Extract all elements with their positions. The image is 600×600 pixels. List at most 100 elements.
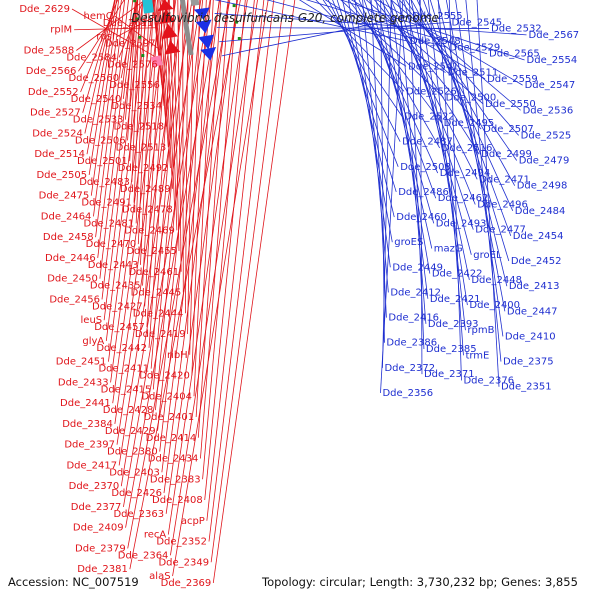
forward-gene-label[interactable]: Dde_2501 (77, 156, 128, 167)
forward-gene-label[interactable]: Dde_2408 (152, 495, 203, 506)
forward-gene-label[interactable]: recA (144, 530, 167, 541)
reverse-gene-label[interactable]: Dde_2386 (386, 338, 437, 349)
reverse-gene-label[interactable]: Dde_2487 (402, 137, 453, 148)
reverse-gene-label[interactable]: Dde_2447 (507, 306, 558, 317)
reverse-gene-label[interactable]: Dde_2412 (390, 287, 441, 298)
forward-gene-label[interactable]: Dde_2409 (73, 523, 124, 534)
forward-gene-label[interactable]: Dde_2397 (64, 440, 115, 451)
forward-gene-label[interactable]: Dde_2505 (36, 170, 87, 181)
forward-gene-label[interactable]: Dde_2457 (94, 322, 145, 333)
reverse-gene-label[interactable]: Dde_2529 (450, 42, 501, 53)
reverse-gene-label[interactable]: Dde_2477 (475, 225, 526, 236)
reverse-gene-label[interactable]: Dde_2356 (382, 388, 433, 399)
forward-gene-label[interactable]: Dde_2419 (135, 329, 186, 340)
reverse-gene-label[interactable]: Dde_2449 (392, 262, 443, 273)
forward-gene-label[interactable]: Dde_2527 (30, 108, 81, 119)
forward-gene-label[interactable]: Dde_2369 (161, 578, 212, 589)
reverse-gene-label[interactable]: Dde_2376 (463, 375, 514, 386)
reverse-gene-label[interactable]: Dde_2526 (406, 86, 457, 97)
forward-gene-label[interactable]: Dde_2518 (113, 122, 164, 133)
forward-gene-label[interactable]: Dde_2556 (109, 80, 160, 91)
forward-gene-label[interactable]: Dde_2352 (156, 537, 207, 548)
forward-gene-label[interactable]: Dde_2597 (105, 39, 156, 50)
forward-gene-label[interactable]: Dde_2450 (47, 274, 98, 285)
forward-gene-label[interactable]: Dde_2417 (66, 460, 117, 471)
reverse-gene-label[interactable]: groES (394, 237, 423, 248)
reverse-gene-label[interactable]: Dde_2541 (408, 61, 459, 72)
reverse-gene-label[interactable]: trmE (465, 350, 489, 361)
forward-gene-label[interactable]: Dde_2513 (116, 142, 167, 153)
forward-gene-label[interactable]: acpP (181, 516, 205, 527)
forward-gene-label[interactable]: Dde_2451 (56, 357, 107, 368)
forward-gene-label[interactable]: Dde_2489 (120, 184, 171, 195)
reverse-gene-label[interactable]: Dde_2385 (426, 344, 477, 355)
reverse-gene-label[interactable]: groEL (473, 250, 502, 261)
reverse-gene-label[interactable]: Dde_2508 (400, 162, 451, 173)
reverse-gene-label[interactable]: Dde_2494 (440, 168, 491, 179)
reverse-gene-label[interactable]: Dde_2460 (396, 212, 447, 223)
reverse-gene-label[interactable]: Dde_2536 (523, 105, 574, 116)
reverse-gene-label[interactable]: Dde_2372 (384, 363, 435, 374)
forward-gene-label[interactable]: hemC (83, 11, 112, 22)
forward-gene-label[interactable]: Dde_2446 (45, 253, 96, 264)
forward-gene-label[interactable]: Dde_2377 (71, 502, 122, 513)
reverse-gene-label[interactable]: Dde_2416 (388, 313, 439, 324)
forward-gene-label[interactable]: Dde_2458 (43, 232, 94, 243)
reverse-gene-label[interactable]: Dde_2400 (469, 300, 520, 311)
forward-gene-label[interactable]: Dde_2455 (126, 246, 177, 257)
forward-gene-label[interactable]: Dde_2492 (118, 163, 169, 174)
reverse-gene-label[interactable]: Dde_2479 (519, 156, 570, 167)
reverse-gene-label[interactable]: Dde_2547 (525, 80, 576, 91)
forward-gene-label[interactable]: Dde_2534 (111, 101, 162, 112)
reverse-gene-label[interactable]: Dde_2375 (503, 357, 554, 368)
forward-gene-label[interactable]: Dde_2428 (103, 405, 154, 416)
reverse-gene-label[interactable]: Dde_2454 (513, 231, 564, 242)
forward-gene-label[interactable]: Dde_2506 (75, 135, 126, 146)
reverse-gene-label[interactable]: Dde_2555 (412, 11, 463, 22)
forward-gene-label[interactable]: rpsI (96, 32, 115, 43)
reverse-gene-label[interactable]: Dde_2452 (511, 256, 562, 267)
forward-gene-label[interactable]: Dde_2349 (158, 557, 209, 568)
reverse-gene-label[interactable]: mazG (434, 243, 463, 254)
reverse-gene-label[interactable]: Dde_2493 (436, 218, 487, 229)
reverse-gene-label[interactable]: rpmB (467, 325, 494, 336)
reverse-gene-label[interactable]: Dde_2495 (444, 118, 495, 129)
reverse-gene-label[interactable]: Dde_2471 (479, 174, 530, 185)
reverse-gene-label[interactable]: Dde_2507 (483, 124, 534, 135)
forward-gene-label[interactable]: leuS (81, 315, 103, 326)
reverse-gene-label[interactable]: Dde_2525 (521, 130, 572, 141)
forward-gene-label[interactable]: Dde_2552 (28, 87, 79, 98)
forward-gene-label[interactable]: Dde_2588 (24, 45, 75, 56)
forward-gene-label[interactable]: Dde_2420 (139, 371, 190, 382)
reverse-gene-label[interactable]: Dde_2486 (398, 187, 449, 198)
reverse-gene-label[interactable]: Dde_2462 (438, 193, 489, 204)
forward-gene-label[interactable]: Dde_2481 (83, 218, 134, 229)
forward-gene-label[interactable]: Dde_2380 (107, 447, 158, 458)
forward-gene-label[interactable]: Dde_2411 (98, 364, 149, 375)
forward-gene-label[interactable]: Dde_2426 (111, 488, 162, 499)
forward-gene-label[interactable]: glyA (82, 336, 104, 347)
forward-gene-label[interactable]: Dde_2456 (49, 294, 100, 305)
reverse-gene-label[interactable]: Dde_2532 (491, 24, 542, 35)
reverse-gene-label[interactable]: Dde_2550 (485, 99, 536, 110)
reverse-gene-label[interactable]: Dde_2516 (442, 143, 493, 154)
forward-gene-label[interactable]: Dde_2491 (81, 198, 132, 209)
forward-gene-label[interactable]: Dde_2381 (77, 564, 128, 575)
forward-gene-label[interactable]: Dde_2404 (141, 391, 192, 402)
reverse-gene-label[interactable]: Dde_2393 (428, 319, 479, 330)
forward-gene-label[interactable]: Dde_2560 (68, 73, 119, 84)
forward-gene-label[interactable]: Dde_2524 (32, 128, 83, 139)
reverse-gene-label[interactable]: Dde_2565 (489, 49, 540, 60)
forward-gene-label[interactable]: Dde_2514 (34, 149, 85, 160)
reverse-gene-label[interactable]: Dde_2499 (481, 149, 532, 160)
forward-gene-label[interactable]: Dde_2379 (75, 543, 126, 554)
forward-gene-label[interactable]: Dde_2364 (118, 550, 169, 561)
reverse-gene-label[interactable]: Dde_2351 (501, 382, 552, 393)
forward-gene-label[interactable]: Dde_2629 (19, 4, 70, 15)
forward-gene-label[interactable]: Dde_2433 (58, 377, 109, 388)
forward-gene-label[interactable]: Dde_2611 (103, 18, 154, 29)
reverse-gene-label[interactable]: Dde_2371 (424, 369, 475, 380)
reverse-gene-label[interactable]: Dde_2496 (477, 200, 528, 211)
forward-gene-label[interactable]: Dde_2384 (62, 419, 113, 430)
forward-gene-label[interactable]: Dde_2370 (69, 481, 120, 492)
